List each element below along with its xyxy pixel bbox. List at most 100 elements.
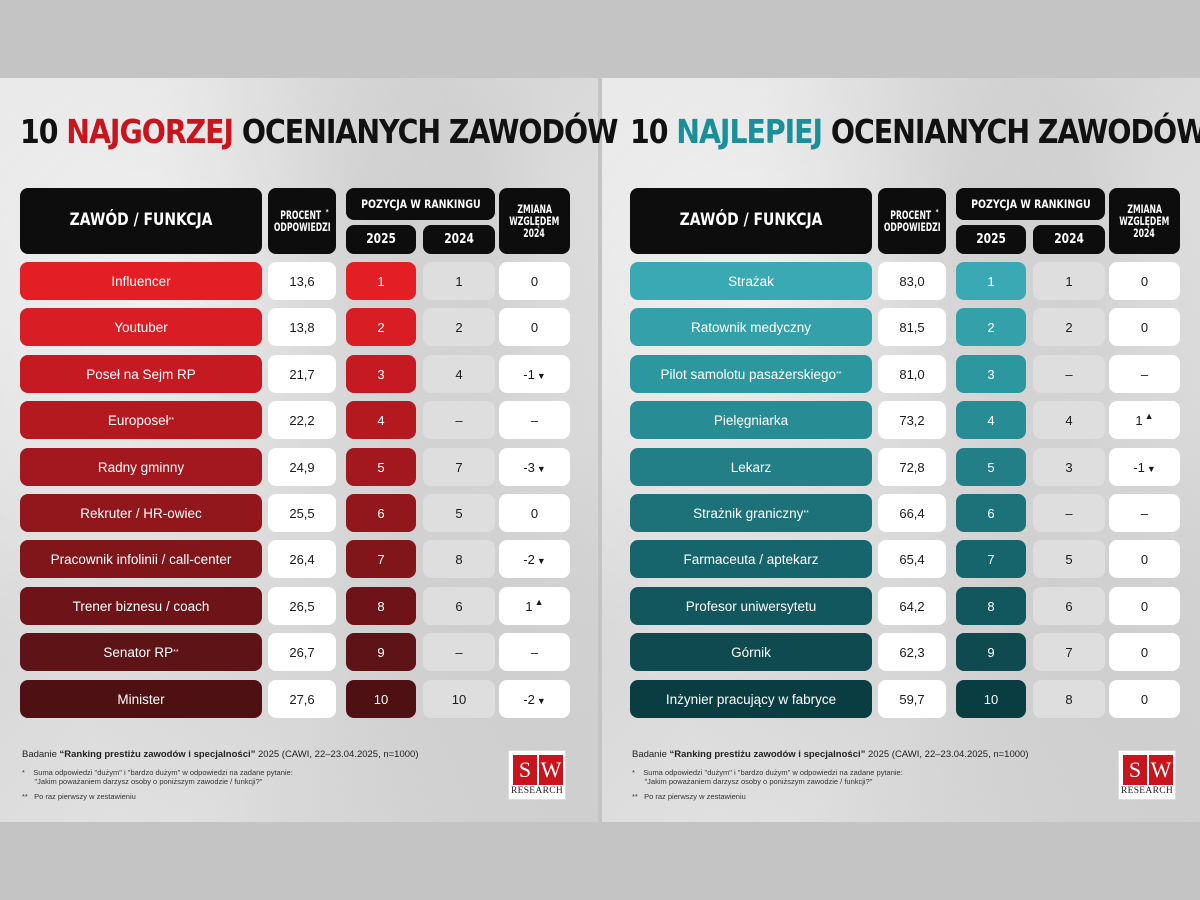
row-2-rank-2024: 2 <box>1033 308 1105 346</box>
percent-value: 62,3 <box>899 644 925 660</box>
occupation-label: Influencer <box>111 273 171 289</box>
rank-2025-value: 7 <box>377 551 385 567</box>
percent-value: 26,7 <box>289 644 315 660</box>
row-1-change: 0 <box>1109 262 1180 300</box>
row-5-change: -1 ▼ <box>1109 448 1180 486</box>
percent-value: 83,0 <box>899 273 925 289</box>
row-8-occupation: Profesor uniwersytetu <box>630 587 872 625</box>
change-value: -2 <box>523 551 535 567</box>
row-10-percent: 27,6 <box>268 680 336 718</box>
header-percent-text: PROCENT * ODPOWIEDZI <box>267 207 336 233</box>
header-change-text: ZMIANA WZGLĘDEM 2024 <box>504 203 565 239</box>
header-change-line3: 2024 <box>1133 226 1156 241</box>
row-8-change: 0 <box>1109 587 1180 625</box>
occupation-label: Radny gminny <box>97 459 185 475</box>
occupation-label: Strażnik graniczny <box>693 505 804 521</box>
row-7-occupation: Farmaceuta / aptekarz <box>630 540 872 578</box>
occupation-label: Strażak <box>728 273 774 289</box>
row-8-rank-2025: 8 <box>346 587 416 625</box>
row-8-occupation: Trener biznesu / coach <box>20 587 262 625</box>
change-value: – <box>530 644 539 660</box>
row-8-rank-2025: 8 <box>956 587 1026 625</box>
rank-2024-value: 7 <box>455 459 463 475</box>
row-10-rank-2024: 8 <box>1033 680 1105 718</box>
row-10-occupation: Inżynier pracujący w fabryce <box>630 680 872 718</box>
percent-value: 26,4 <box>289 551 315 567</box>
title-highlight-worst: NAJGORZEJ <box>66 112 234 151</box>
title-highlight-best: NAJLEPIEJ <box>676 112 823 151</box>
change-value: – <box>1140 366 1149 382</box>
row-2-change: 0 <box>499 308 570 346</box>
row-5-rank-2024: 7 <box>423 448 495 486</box>
change-value: -3 <box>523 459 535 475</box>
change-value: 0 <box>1140 644 1149 660</box>
change-value: 0 <box>530 505 539 521</box>
row-10-rank-2025: 10 <box>346 680 416 718</box>
row-4-rank-2025: 4 <box>956 401 1026 439</box>
row-1-percent: 83,0 <box>878 262 946 300</box>
row-6-occupation: Strażnik graniczny ** <box>630 494 872 532</box>
rank-2025-value: 4 <box>987 412 995 428</box>
header-occupation: ZAWÓD / FUNKCJA <box>630 188 872 254</box>
header-percent-line1: PROCENT <box>280 207 321 222</box>
row-10-percent: 59,7 <box>878 680 946 718</box>
row-6-change: 0 <box>499 494 570 532</box>
row-3-change: – <box>1109 355 1180 393</box>
triangle-down-icon: ▼ <box>536 696 546 706</box>
header-percent: PROCENT * ODPOWIEDZI <box>878 188 946 254</box>
row-5-rank-2025: 5 <box>346 448 416 486</box>
occupation-label: Rekruter / HR-owiec <box>80 505 202 521</box>
percent-value: 81,5 <box>899 319 925 335</box>
row-2-rank-2024: 2 <box>423 308 495 346</box>
row-7-rank-2024: 8 <box>423 540 495 578</box>
row-3-rank-2024: 4 <box>423 355 495 393</box>
row-7-rank-2025: 7 <box>346 540 416 578</box>
row-5-percent: 24,9 <box>268 448 336 486</box>
occupation-label: Pielęgniarka <box>713 412 789 428</box>
change-value: 1 <box>525 598 533 614</box>
change-value: 0 <box>1140 273 1149 289</box>
occupation-label: Profesor uniwersytetu <box>685 598 817 614</box>
row-2-rank-2025: 2 <box>956 308 1026 346</box>
rank-2025-value: 6 <box>987 505 995 521</box>
header-change-line3: 2024 <box>523 226 546 241</box>
rank-2024-value: 8 <box>455 551 463 567</box>
triangle-down-icon: ▼ <box>536 371 546 381</box>
row-4-occupation: Europoseł ** <box>20 401 262 439</box>
row-4-occupation: Pielęgniarka <box>630 401 872 439</box>
row-1-change: 0 <box>499 262 570 300</box>
triangle-up-icon: ▲ <box>1144 411 1154 421</box>
rank-2025-value: 2 <box>377 319 385 335</box>
triangle-down-icon: ▼ <box>536 464 546 474</box>
row-9-percent: 62,3 <box>878 633 946 671</box>
change-value: 0 <box>1140 691 1149 707</box>
change-value: 0 <box>1140 319 1149 335</box>
percent-value: 13,6 <box>289 273 315 289</box>
row-6-rank-2024: – <box>1033 494 1105 532</box>
row-9-rank-2025: 9 <box>346 633 416 671</box>
header-change: ZMIANA WZGLĘDEM 2024 <box>499 188 570 254</box>
row-5-percent: 72,8 <box>878 448 946 486</box>
row-4-percent: 22,2 <box>268 401 336 439</box>
row-6-rank-2025: 6 <box>346 494 416 532</box>
header-occupation-label: ZAWÓD / FUNKCJA <box>679 210 823 231</box>
row-1-rank-2024: 1 <box>1033 262 1105 300</box>
row-2-change: 0 <box>1109 308 1180 346</box>
row-1-rank-2024: 1 <box>423 262 495 300</box>
footnote-1-right: * Suma odpowiedzi "dużym" i "bardzo duży… <box>632 768 903 786</box>
percent-value: 65,4 <box>899 551 925 567</box>
first-time-mark: ** <box>836 370 842 378</box>
row-5-occupation: Radny gminny <box>20 448 262 486</box>
rank-2025-value: 3 <box>987 366 995 382</box>
rank-2025-value: 3 <box>377 366 385 382</box>
first-time-mark: ** <box>173 648 179 656</box>
change-value: 0 <box>1140 598 1149 614</box>
row-8-rank-2024: 6 <box>423 587 495 625</box>
row-6-percent: 66,4 <box>878 494 946 532</box>
row-9-percent: 26,7 <box>268 633 336 671</box>
header-occupation: ZAWÓD / FUNKCJA <box>20 188 262 254</box>
row-1-percent: 13,6 <box>268 262 336 300</box>
header-change-line2: WZGLĘDEM <box>509 213 560 228</box>
row-7-percent: 26,4 <box>268 540 336 578</box>
